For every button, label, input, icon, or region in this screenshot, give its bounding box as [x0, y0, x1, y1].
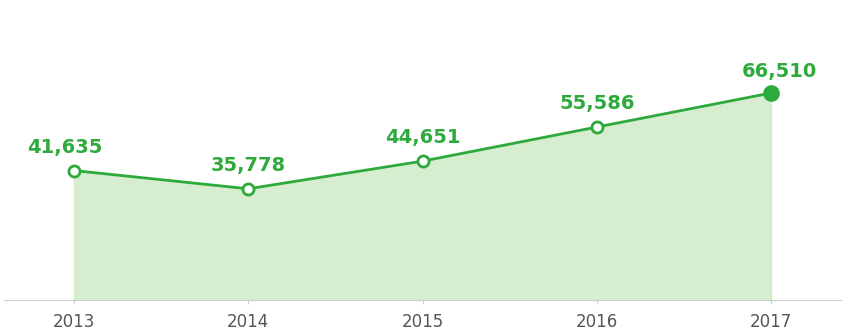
Text: 55,586: 55,586: [559, 94, 634, 113]
Text: 41,635: 41,635: [28, 137, 103, 156]
Text: 66,510: 66,510: [741, 62, 816, 80]
Text: 35,778: 35,778: [210, 156, 285, 175]
Text: 44,651: 44,651: [384, 128, 460, 147]
